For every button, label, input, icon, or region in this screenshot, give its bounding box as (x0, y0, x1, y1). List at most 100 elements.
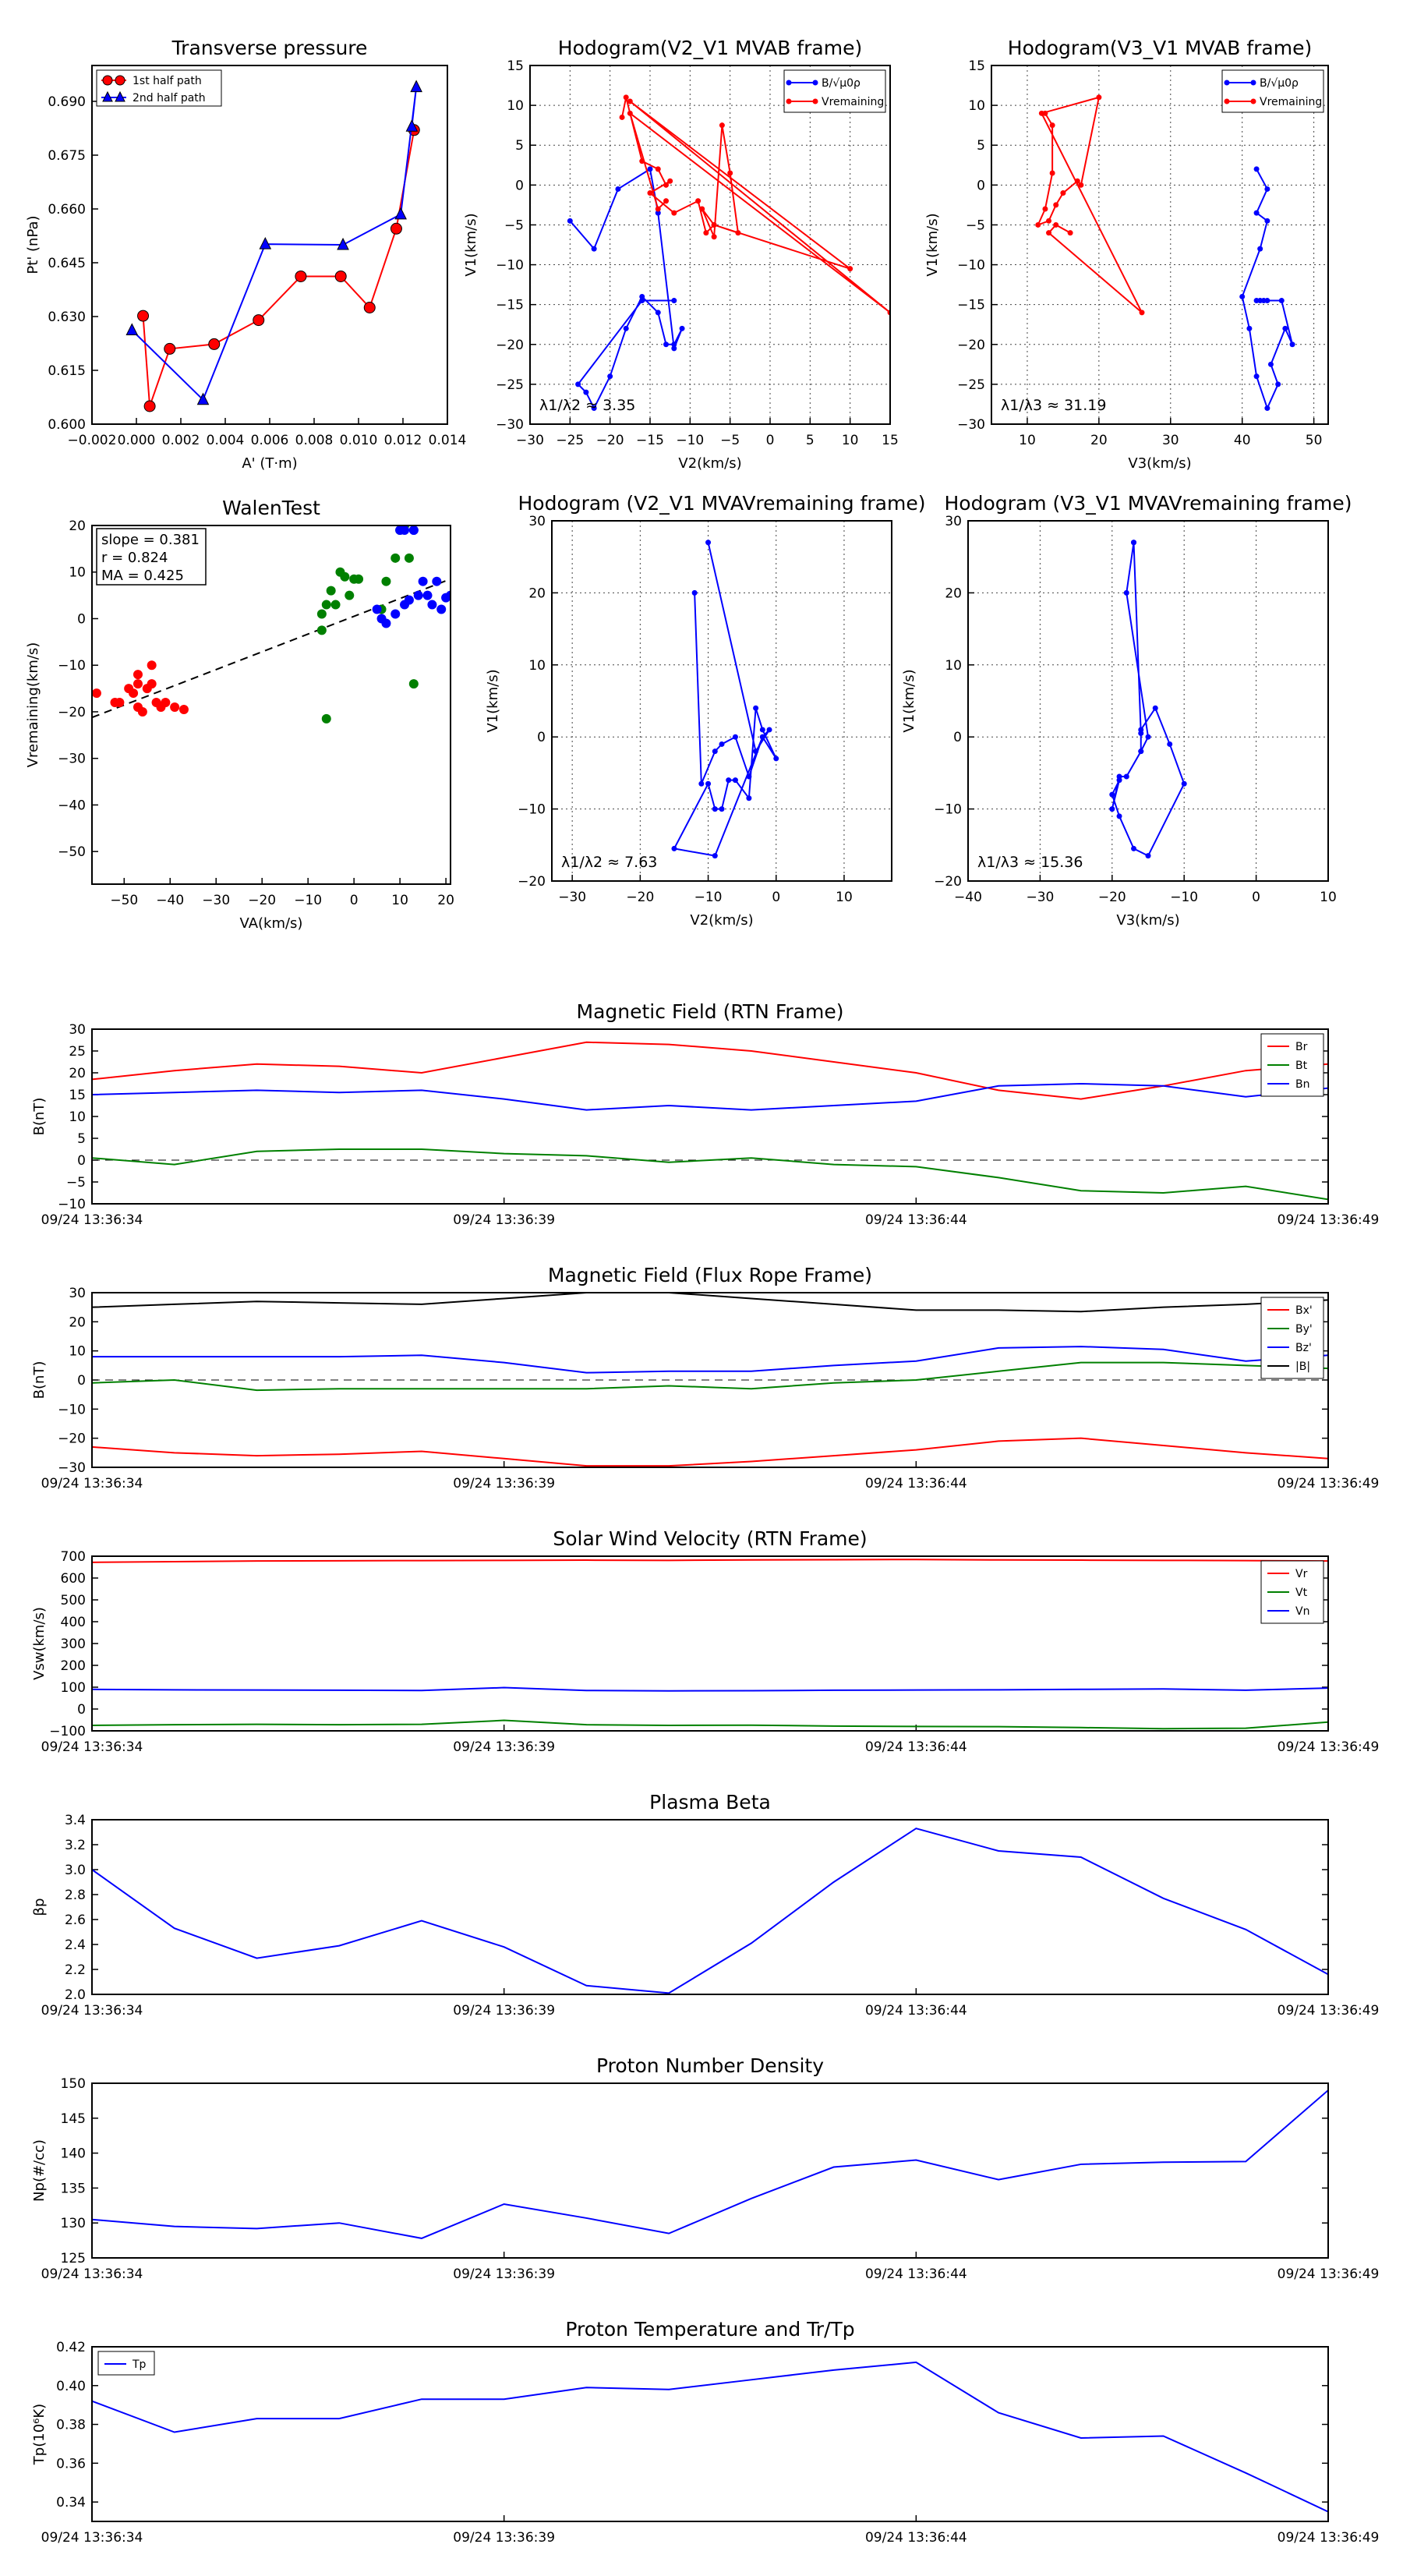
y-tick-label: 10 (69, 565, 86, 581)
axes-frame (91, 525, 451, 885)
x-tick-label: −20 (1098, 890, 1126, 905)
panel-3: WalenTest −50 −40 −30 −20 −10 0 10 20 −50 −40 −30 −2… (25, 497, 454, 932)
x-tick-label: 20 (437, 893, 454, 908)
data-point (1053, 221, 1059, 228)
y-tick-label: 300 (61, 1637, 86, 1652)
y-axis-label: Pt' (nPa) (25, 215, 41, 274)
y-tick-label: 200 (61, 1658, 86, 1674)
series-line-V (673, 542, 777, 857)
y-tick-label: 0.645 (48, 256, 86, 271)
x-tick-label: −30 (558, 890, 586, 905)
x-tick-label: 09/24 13:36:39 (453, 2266, 555, 2282)
data-point (711, 234, 717, 240)
legend: 1st half path 2nd half path (96, 69, 222, 107)
panel-title: Solar Wind Velocity (RTN Frame) (553, 1527, 867, 1550)
data-point (340, 571, 350, 582)
data-point (161, 698, 171, 708)
y-tick-label: 15 (968, 58, 985, 74)
y-tick-label: −10 (496, 258, 524, 274)
data-point (1145, 853, 1151, 859)
data-point (1138, 748, 1144, 755)
x-tick-label: −10 (694, 890, 723, 905)
data-point (147, 679, 157, 689)
data-point (1109, 806, 1115, 812)
y-tick-label: −5 (966, 218, 985, 233)
x-tick-label: 0.008 (295, 433, 334, 448)
data-point (400, 525, 410, 535)
x-tick-label: 09/24 13:36:44 (865, 1212, 967, 1228)
data-point (418, 576, 428, 586)
legend-label: Vremaining (822, 96, 884, 108)
data-point (711, 221, 717, 228)
data-point (732, 734, 738, 740)
series-line-2nd half path (131, 87, 418, 402)
y-tick-label: −10 (518, 802, 546, 818)
y-axis-label: B(nT) (31, 1098, 48, 1136)
y-tick-label: 135 (61, 2181, 86, 2196)
y-tick-label: −10 (58, 1197, 86, 1212)
x-axis-label: A' (T·m) (242, 455, 297, 472)
x-tick-label: 09/24 13:36:44 (865, 2003, 967, 2019)
data-point (759, 727, 765, 733)
data-point (408, 525, 419, 535)
panel-title: Hodogram(V3_V1 MVAB frame) (1008, 37, 1312, 59)
y-tick-label: 0 (953, 730, 962, 745)
x-axis-label: V3(km/s) (1128, 455, 1191, 472)
axes-frame (991, 65, 1329, 425)
data-point (1139, 310, 1145, 316)
panel-6: Magnetic Field (RTN Frame) −10 −5 0 5 10 15 20 2… (31, 1000, 1379, 1228)
data-point (404, 553, 414, 563)
x-tick-label: 0 (1252, 890, 1260, 905)
plot-area (92, 1293, 1328, 1467)
legend-label: Bx' (1295, 1304, 1313, 1317)
data-point (698, 780, 705, 787)
panel-title: Proton Number Density (596, 2054, 824, 2077)
data-point (847, 266, 853, 272)
data-point (1049, 170, 1055, 176)
data-point (1253, 210, 1260, 216)
y-axis-label: V1(km/s) (901, 669, 917, 732)
series-line-Np (92, 2089, 1328, 2239)
panel-title: Hodogram (V2_V1 MVAVremaining frame) (518, 492, 926, 515)
x-tick-label: −25 (556, 433, 584, 448)
x-tick-label: 09/24 13:36:34 (41, 1739, 143, 1755)
legend-box (1260, 1297, 1324, 1379)
data-point (655, 206, 661, 212)
data-point (405, 119, 419, 132)
y-tick-label: −30 (957, 417, 985, 433)
legend-marker (786, 80, 792, 86)
y-tick-label: 0.630 (48, 310, 86, 325)
legend-marker (812, 80, 818, 86)
legend-marker (115, 90, 125, 102)
axes-frame (91, 1292, 1329, 1468)
legend: Br Bt Bn (1260, 1033, 1324, 1097)
data-point (337, 237, 349, 250)
legend-marker (115, 75, 125, 86)
data-point (408, 679, 419, 689)
y-tick-label: 30 (945, 514, 962, 529)
data-point (1264, 186, 1270, 192)
x-tick-label: 09/24 13:36:49 (1278, 1212, 1380, 1228)
data-point (623, 325, 629, 331)
y-tick-label: −20 (496, 338, 524, 353)
data-point (719, 122, 725, 129)
axes-frame (91, 1555, 1329, 1732)
data-point (1109, 791, 1115, 798)
data-point (92, 688, 101, 699)
y-tick-label: 20 (69, 1066, 86, 1081)
plot-area (671, 540, 779, 859)
data-point (1145, 734, 1151, 740)
legend-label: By' (1295, 1323, 1313, 1336)
y-tick-label: 5 (977, 138, 985, 154)
x-tick-label: 5 (806, 433, 815, 448)
stats-line: slope = 0.381 (101, 532, 200, 548)
y-tick-label: 0.38 (56, 2418, 86, 2433)
data-point (703, 230, 709, 236)
x-tick-label: −10 (676, 433, 704, 448)
x-tick-label: 09/24 13:36:34 (41, 1476, 143, 1491)
panel-11: Proton Temperature and Tr/Tp 0.34 0.36 0.38… (31, 2318, 1379, 2546)
y-tick-label: 10 (69, 1344, 86, 1360)
x-tick-label: 20 (1090, 433, 1108, 448)
data-point (766, 727, 772, 733)
